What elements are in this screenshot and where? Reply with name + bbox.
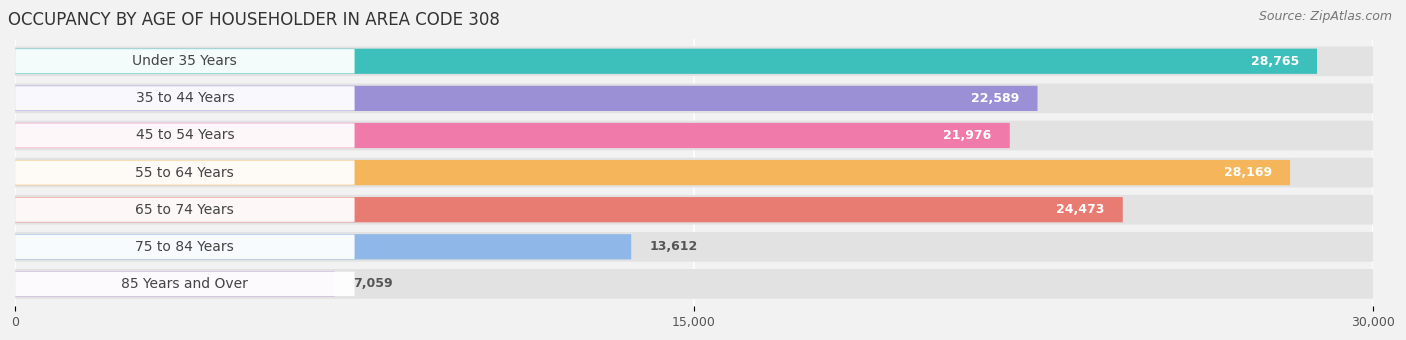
Text: 24,473: 24,473 <box>1056 203 1105 216</box>
FancyBboxPatch shape <box>15 272 354 296</box>
Text: 55 to 64 Years: 55 to 64 Years <box>135 166 235 180</box>
FancyBboxPatch shape <box>15 234 631 259</box>
FancyBboxPatch shape <box>15 123 354 148</box>
Text: OCCUPANCY BY AGE OF HOUSEHOLDER IN AREA CODE 308: OCCUPANCY BY AGE OF HOUSEHOLDER IN AREA … <box>8 11 501 29</box>
Text: 13,612: 13,612 <box>650 240 697 253</box>
FancyBboxPatch shape <box>15 232 1372 262</box>
FancyBboxPatch shape <box>15 271 335 296</box>
FancyBboxPatch shape <box>15 49 1317 74</box>
FancyBboxPatch shape <box>15 47 1372 76</box>
Text: 28,765: 28,765 <box>1251 55 1299 68</box>
Text: 35 to 44 Years: 35 to 44 Years <box>135 91 235 105</box>
Text: Source: ZipAtlas.com: Source: ZipAtlas.com <box>1258 10 1392 23</box>
FancyBboxPatch shape <box>15 195 1372 224</box>
Text: 75 to 84 Years: 75 to 84 Years <box>135 240 235 254</box>
FancyBboxPatch shape <box>15 86 354 110</box>
Text: 7,059: 7,059 <box>353 277 392 290</box>
FancyBboxPatch shape <box>15 86 1038 111</box>
FancyBboxPatch shape <box>15 49 354 73</box>
FancyBboxPatch shape <box>15 158 1372 187</box>
Text: 85 Years and Over: 85 Years and Over <box>121 277 249 291</box>
Text: Under 35 Years: Under 35 Years <box>132 54 238 68</box>
FancyBboxPatch shape <box>15 269 1372 299</box>
Text: 22,589: 22,589 <box>972 92 1019 105</box>
FancyBboxPatch shape <box>15 121 1372 150</box>
Text: 28,169: 28,169 <box>1223 166 1272 179</box>
Text: 21,976: 21,976 <box>943 129 991 142</box>
FancyBboxPatch shape <box>15 198 354 222</box>
FancyBboxPatch shape <box>15 235 354 259</box>
FancyBboxPatch shape <box>15 123 1010 148</box>
FancyBboxPatch shape <box>15 197 1123 222</box>
FancyBboxPatch shape <box>15 160 354 185</box>
FancyBboxPatch shape <box>15 84 1372 113</box>
Text: 45 to 54 Years: 45 to 54 Years <box>135 129 235 142</box>
FancyBboxPatch shape <box>15 160 1291 185</box>
Text: 65 to 74 Years: 65 to 74 Years <box>135 203 235 217</box>
